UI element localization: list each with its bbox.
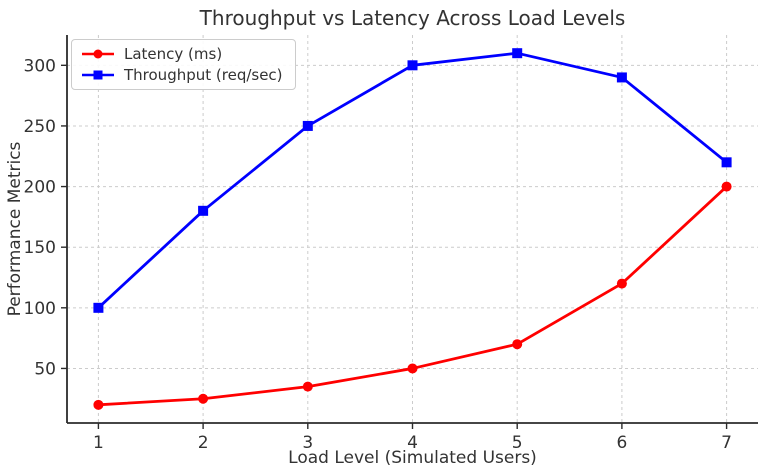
marker-latency-ms-3 [302, 381, 313, 392]
y-tick-label-300: 300 [24, 56, 56, 76]
legend-label-throughput-req-sec: Throughput (req/sec) [124, 66, 283, 84]
x-axis-label: Load Level (Simulated Users) [288, 448, 537, 468]
y-tick-label-200: 200 [24, 178, 56, 198]
x-tick-label-6: 6 [616, 433, 627, 453]
marker-latency-ms-2 [198, 393, 209, 404]
marker-latency-ms-4 [407, 363, 418, 374]
legend-square-marker-icon [82, 70, 114, 80]
y-tick-label-50: 50 [34, 359, 56, 379]
x-tick-label-7: 7 [721, 433, 732, 453]
x-tick-label-3: 3 [302, 433, 313, 453]
marker-latency-ms-5 [512, 339, 523, 350]
marker-throughput-req-sec-7 [721, 157, 732, 168]
legend-item-latency-ms: Latency (ms) [80, 45, 283, 63]
legend-item-throughput-req-sec: Throughput (req/sec) [80, 66, 283, 84]
marker-throughput-req-sec-3 [302, 120, 313, 131]
y-tick-label-150: 150 [24, 238, 56, 258]
legend-label-latency-ms: Latency (ms) [124, 45, 223, 63]
marker-throughput-req-sec-1 [93, 302, 104, 313]
marker-throughput-req-sec-2 [198, 205, 209, 216]
marker-latency-ms-7 [721, 181, 732, 192]
x-tick-label-2: 2 [198, 433, 209, 453]
legend-circle-marker-icon [82, 49, 114, 59]
legend: Latency (ms) Throughput (req/sec) [71, 39, 296, 90]
x-tick-label-5: 5 [512, 433, 523, 453]
marker-latency-ms-6 [616, 278, 627, 289]
y-tick-label-250: 250 [24, 117, 56, 137]
x-tick-label-1: 1 [93, 433, 104, 453]
marker-latency-ms-1 [93, 399, 104, 410]
x-tick-label-4: 4 [407, 433, 418, 453]
chart-title: Throughput vs Latency Across Load Levels [199, 6, 626, 30]
marker-throughput-req-sec-6 [616, 72, 627, 83]
marker-throughput-req-sec-5 [512, 48, 523, 59]
marker-throughput-req-sec-4 [407, 60, 418, 71]
y-tick-label-100: 100 [24, 299, 56, 319]
